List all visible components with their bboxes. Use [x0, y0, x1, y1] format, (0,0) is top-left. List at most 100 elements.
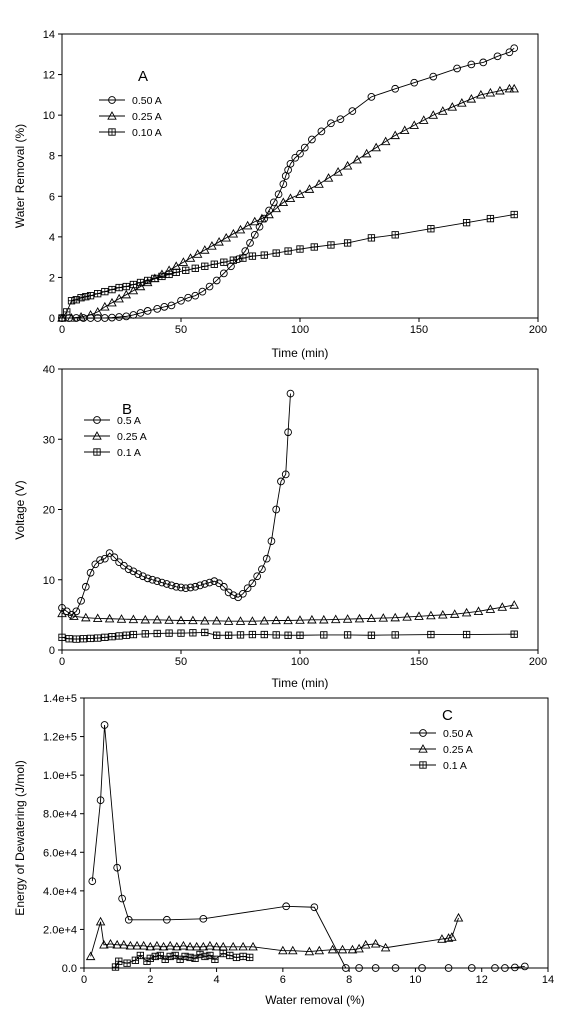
panel-a-series-0-25-a-point — [399, 125, 410, 135]
panel-c-series-0-50-a-point — [511, 963, 519, 972]
panel-c-series-0-1-a-point — [123, 959, 131, 967]
panel-c-legend-entry-label: 0.50 A — [443, 728, 473, 740]
panel-a: Water Removal (%) Time (min) A 0 50 100 150… — [13, 29, 547, 360]
panel-c-series-0-50-a-point — [467, 964, 476, 972]
panel-c-legend-entry: 0.1 A — [410, 760, 467, 772]
panel-a-y-tick-label: 12 — [43, 70, 55, 82]
panel-a-y-tick-label: 14 — [43, 29, 55, 41]
panel-a-series-0-25-a-point — [250, 216, 260, 226]
panel-b-series-0-1-a-point — [189, 629, 197, 637]
panel-c-series-0-50-a-point — [501, 964, 509, 972]
panel-c-series-0-25-a-point — [165, 940, 175, 950]
panel-b-y-tick-label: 10 — [43, 575, 55, 587]
panel-c-series-0-1-a-point — [196, 950, 204, 959]
panel-b-series-0-5-a-point — [96, 556, 104, 564]
panel-a-series-0-10-a-point — [201, 262, 209, 270]
panel-a-series-0-50-a-point — [184, 293, 192, 302]
panel-a-series-0-10-a-point — [63, 308, 71, 316]
panel-b-series-0-5-a-point — [100, 554, 109, 563]
panel-a-x-tick-label: 200 — [529, 324, 547, 336]
panel-a-series-0-10-a-point — [108, 285, 116, 294]
panel-c-series-0-50-a-line — [91, 724, 525, 969]
panel-c-series-0-25-a-point — [185, 941, 195, 951]
panel-a-series-0-10-a-point — [144, 276, 152, 285]
panel-a-series-0-25-a-point — [447, 102, 458, 111]
panel-a-legend-entry: 0.25 A — [99, 111, 162, 123]
panel-a-series-0-25-a-point — [476, 89, 486, 99]
panel-b-series-0-1-a-point — [94, 634, 102, 642]
panel-c-series-0-25-a-point — [95, 916, 106, 926]
panel-b-series-0-5-a-point — [105, 549, 114, 557]
panel-a-series-0-50-a-point — [279, 180, 288, 188]
panel-c-series-0-25-a-point — [228, 941, 238, 951]
panel-c-x-tick-label: 6 — [280, 974, 286, 986]
panel-a-series-0-50-a-line — [62, 47, 515, 319]
panel-a-series-0-50-a-point — [205, 282, 214, 291]
panel-b-series-0-5-a-point — [272, 505, 281, 514]
panel-a-series-0-25-a-point — [214, 237, 224, 246]
panel-c-series-0-50-a-point — [491, 964, 499, 972]
panel-c-series-0-50-a-point — [163, 915, 171, 924]
panel-b-series-0-25-a-point — [164, 615, 174, 624]
panel-b-series-0-5-a-point — [134, 570, 143, 578]
panel-c-x-tick-label: 2 — [147, 974, 153, 986]
panel-c-series-0-1-a-point — [191, 954, 199, 963]
panel-b-series-0-25-a-point — [390, 612, 400, 622]
panel-b-letter: B — [122, 401, 132, 418]
panel-b-series-0-25-a-point — [378, 613, 389, 622]
panel-c-series-0-50-a-point — [444, 964, 453, 972]
panel-a-series-0-25-a-point — [128, 285, 139, 295]
panel-a-series-0-50-a-point — [410, 78, 419, 87]
panel-b-xlabel: Time (min) — [272, 676, 329, 690]
panel-a-series-0-50-a-point — [286, 159, 295, 168]
panel-b-series-0-5-a-point — [143, 574, 152, 583]
panel-c-series-0-25-a-line — [90, 917, 459, 957]
panel-b-series-0-25-a-point — [188, 615, 198, 625]
panel-c-series-0-25-a-point — [447, 932, 457, 941]
panel-a-series-0-10-a-point — [67, 297, 76, 305]
panel-c-series-0-25-a-point — [327, 944, 338, 954]
panel-b-series-0-5-a-point — [167, 581, 176, 590]
panel-c-series-0-25-a-point — [205, 940, 215, 950]
panel-a-series-0-50-a-point — [136, 309, 145, 317]
panel-a-series-0-50-a-point — [198, 287, 207, 296]
panel-b-series-0-1-a-point — [58, 633, 66, 642]
panel-b-series-0-25-a-point — [307, 614, 317, 624]
panel-b-series-0-5-a-point — [196, 581, 204, 590]
panel-a-series-0-50-a-point — [296, 149, 304, 158]
panel-a-legend-entry-marker — [108, 128, 116, 136]
panel-c-series-0-25-a-point — [178, 940, 189, 950]
panel-a-series-0-10-a-point — [115, 283, 123, 292]
panel-b-legend-entry-label: 0.1 A — [117, 447, 141, 459]
panel-a-series-0-25-a-point — [121, 289, 132, 299]
panel-b-series-0-1-a-point — [108, 633, 116, 641]
panel-a-series-0-50-a-point — [153, 305, 162, 313]
panel-b-series-0-1-a — [58, 628, 518, 643]
panel-b-series-0-1-a-point — [391, 631, 399, 639]
panel-a-series-0-10-a-point — [82, 293, 90, 301]
panel-b-series-0-1-a-point — [510, 630, 518, 638]
panel-c-series-0-50-a-point — [199, 914, 208, 923]
panel-b-series-0-5-a-point — [86, 568, 95, 577]
panel-a-series-0-10-a-point — [122, 282, 130, 291]
panel-b-series-0-5-a-point — [177, 583, 185, 592]
panel-c-series-0-50-a-point — [520, 962, 529, 971]
panel-c-series-0-1-a — [111, 949, 254, 971]
panel-a-series-0-50-a-point — [160, 302, 169, 311]
panel-a-series-0-50-a-point — [241, 247, 250, 255]
panel-b-series-0-5-a-point — [162, 580, 171, 588]
panel-a-series-0-25-a-point — [257, 213, 267, 223]
panel-c-y-tick-label: 1.0e+5 — [43, 770, 77, 782]
panel-b-series-0-5-a-point — [158, 578, 166, 587]
panel-a-series-0-25-a-point — [142, 277, 153, 287]
panel-a-series-0-50-a-point — [122, 312, 131, 321]
panel-c-series-0-25-a-point — [238, 941, 248, 951]
panel-b-series-0-5-a-point — [191, 582, 200, 591]
panel-a-series-0-10-a-point — [136, 278, 145, 287]
panel-c-series-0-25-a-point — [443, 933, 454, 942]
panel-a-series-0-10-a-point — [462, 219, 471, 227]
panel-a-series-0-10-a — [58, 210, 518, 322]
panel-a-series-0-25-a — [57, 83, 519, 322]
panel-b-series-0-1-a-point — [213, 631, 221, 639]
panel-c-y-tick-label: 2.0e+4 — [43, 924, 77, 936]
